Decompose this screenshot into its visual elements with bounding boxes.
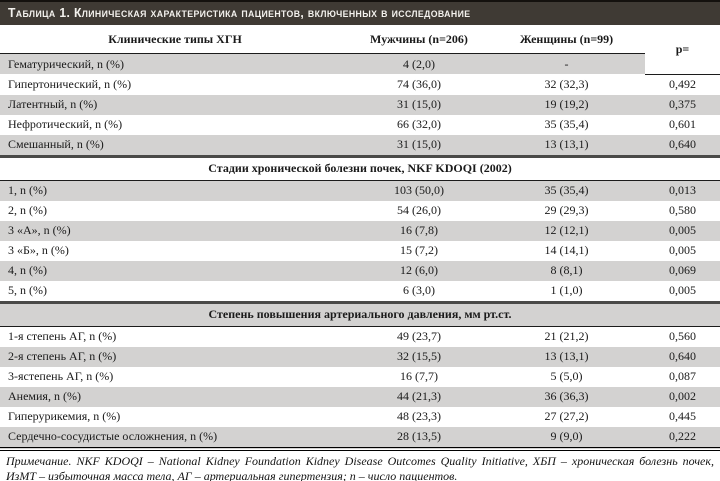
p-value: 0,005 (645, 220, 720, 241)
row-label: Смешанный, n (%) (0, 134, 350, 156)
row-label: 4, n (%) (0, 260, 350, 281)
men-value: 32 (15,5) (350, 346, 488, 367)
women-value: 5 (5,0) (550, 369, 583, 384)
men-value: 15 (7,2) (400, 243, 438, 258)
table-row: Гипертонический, n (%) 74 (36,0) 32 (32,… (0, 74, 720, 95)
header-women: Женщины (n=99) (488, 25, 645, 54)
row-label: Нефротический, n (%) (8, 117, 123, 132)
men-value: 31 (15,0) (350, 134, 488, 156)
men-value: 103 (50,0) (350, 180, 488, 201)
women-value: 21 (21,2) (544, 329, 589, 344)
table-row: Латентный, n (%) 31 (15,0) 19 (19,2) 0,3… (0, 94, 720, 115)
table-row: Сердечно-сосудистые осложнения, n (%) 28… (0, 426, 720, 451)
women-value: 19 (19,2) (488, 94, 645, 115)
table-row: Анемия, n (%) 44 (21,3) 36 (36,3) 0,002 (0, 386, 720, 407)
row-label: 3 «А», n (%) (0, 220, 350, 241)
women-value: 13 (13,1) (488, 134, 645, 156)
p-value: 0,640 (645, 134, 720, 156)
row-label: 1-я степень АГ, n (%) (8, 329, 117, 344)
men-value: 12 (6,0) (350, 260, 488, 281)
row-label: Гипертонический, n (%) (8, 77, 132, 92)
men-value: 74 (36,0) (397, 77, 441, 92)
row-label: Гематурический, n (%) (0, 53, 350, 74)
women-value: 36 (36,3) (488, 386, 645, 407)
men-value: 49 (23,7) (397, 329, 441, 344)
table-row: 5, n (%) 6 (3,0) 1 (1,0) 0,005 (0, 281, 720, 303)
men-value: 48 (23,3) (397, 409, 441, 424)
men-value: 31 (15,0) (350, 94, 488, 115)
header-clinical-types: Клинические типы ХГН (0, 25, 350, 54)
header-p-value: p= (645, 25, 720, 75)
row-label: Гиперурикемия, n (%) (8, 409, 121, 424)
p-value: 0,445 (669, 409, 696, 424)
header-men: Мужчины (n=206) (350, 25, 488, 54)
table-title: Таблица 1. Клиническая характеристика па… (8, 6, 471, 20)
row-label: Сердечно-сосудистые осложнения, n (%) (0, 426, 350, 451)
women-value: 12 (12,1) (488, 220, 645, 241)
p-value: 0,580 (669, 203, 696, 218)
table-row: Смешанный, n (%) 31 (15,0) 13 (13,1) 0,6… (0, 134, 720, 156)
men-value: 16 (7,7) (400, 369, 438, 384)
table-row: 1, n (%) 103 (50,0) 35 (35,4) 0,013 (0, 180, 720, 201)
women-value: 13 (13,1) (488, 346, 645, 367)
section-header-label: Степень повышения артериального давления… (0, 300, 720, 327)
row-label: 3-ястепень АГ, n (%) (8, 369, 114, 384)
table-title-bar: Таблица 1. Клиническая характеристика па… (0, 0, 720, 25)
table-row: 3 «А», n (%) 16 (7,8) 12 (12,1) 0,005 (0, 220, 720, 241)
women-value: 8 (8,1) (488, 260, 645, 281)
patients-characteristics-table: Клинические типы ХГН Мужчины (n=206) Жен… (0, 25, 720, 451)
table-row: Нефротический, n (%) 66 (32,0) 35 (35,4)… (0, 115, 720, 135)
row-label: 1, n (%) (0, 180, 350, 201)
p-value: 0,005 (669, 283, 696, 298)
p-value: 0,375 (645, 94, 720, 115)
row-label: 5, n (%) (8, 283, 47, 298)
table-header-row: Клинические типы ХГН Мужчины (n=206) Жен… (0, 25, 720, 75)
table-row: Гиперурикемия, n (%) 48 (23,3) 27 (27,2)… (0, 407, 720, 427)
table-row: 2-я степень АГ, n (%) 32 (15,5) 13 (13,1… (0, 346, 720, 367)
women-value: 29 (29,3) (544, 203, 589, 218)
men-value: 54 (26,0) (397, 203, 441, 218)
table-row: 3-ястепень АГ, n (%) 16 (7,7) 5 (5,0) 0,… (0, 367, 720, 387)
p-value: 0,069 (645, 260, 720, 281)
table-row: Гематурический, n (%) 4 (2,0) - (0, 53, 720, 74)
section-header-row-blood-pressure: Степень повышения артериального давления… (0, 300, 720, 327)
p-value: 0,601 (669, 117, 696, 132)
table-row: 4, n (%) 12 (6,0) 8 (8,1) 0,069 (0, 260, 720, 281)
row-label: 2-я степень АГ, n (%) (0, 346, 350, 367)
section-header-label: Стадии хронической болезни почек, NKF KD… (0, 154, 720, 181)
women-value: - (488, 53, 645, 74)
p-value: 0,005 (669, 243, 696, 258)
p-value: 0,640 (645, 346, 720, 367)
section-header-row-ckd-stages: Стадии хронической болезни почек, NKF KD… (0, 154, 720, 181)
women-value: 1 (1,0) (550, 283, 583, 298)
p-value: 0,560 (669, 329, 696, 344)
p-value: 0,087 (669, 369, 696, 384)
women-value: 9 (9,0) (488, 426, 645, 451)
table-row: 3 «Б», n (%) 15 (7,2) 14 (14,1) 0,005 (0, 241, 720, 261)
p-value: 0,002 (645, 386, 720, 407)
table-row: 1-я степень АГ, n (%) 49 (23,7) 21 (21,2… (0, 326, 720, 347)
women-value: 35 (35,4) (488, 180, 645, 201)
p-value: 0,222 (645, 426, 720, 451)
women-value: 27 (27,2) (544, 409, 589, 424)
men-value: 6 (3,0) (403, 283, 435, 298)
row-label: 2, n (%) (8, 203, 47, 218)
p-value: 0,492 (669, 77, 696, 92)
row-label: Латентный, n (%) (0, 94, 350, 115)
men-value: 44 (21,3) (350, 386, 488, 407)
table-footnote: Примечание. NKF KDOQI – National Kidney … (6, 453, 714, 481)
women-value: 32 (32,3) (544, 77, 589, 92)
women-value: 14 (14,1) (544, 243, 589, 258)
row-label: 3 «Б», n (%) (8, 243, 69, 258)
p-value: 0,013 (645, 180, 720, 201)
men-value: 4 (2,0) (350, 53, 488, 74)
row-label: Анемия, n (%) (0, 386, 350, 407)
men-value: 16 (7,8) (350, 220, 488, 241)
men-value: 66 (32,0) (397, 117, 441, 132)
table-row: 2, n (%) 54 (26,0) 29 (29,3) 0,580 (0, 201, 720, 221)
men-value: 28 (13,5) (350, 426, 488, 451)
women-value: 35 (35,4) (544, 117, 589, 132)
